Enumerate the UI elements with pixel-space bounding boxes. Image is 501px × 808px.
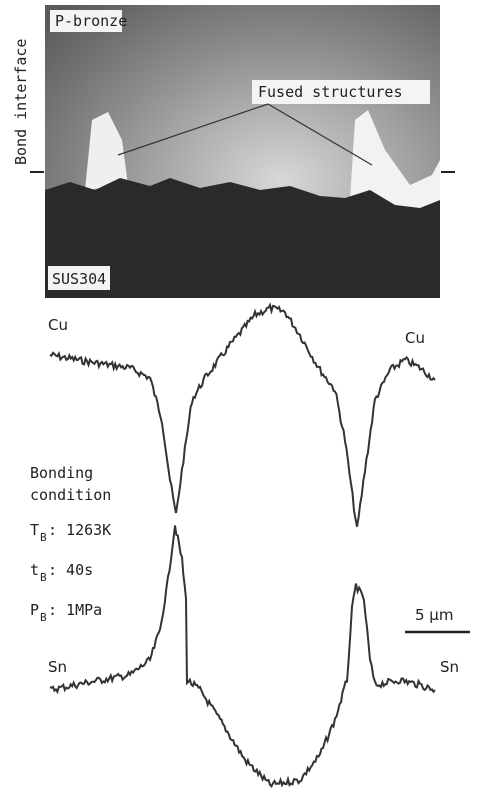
condition-subscript: B bbox=[40, 531, 47, 544]
annotation: Fused structures bbox=[258, 83, 403, 101]
condition-title: condition bbox=[30, 486, 111, 504]
label-box bbox=[48, 266, 110, 290]
fused-structure bbox=[350, 110, 440, 215]
condition-title: Bonding bbox=[30, 464, 93, 482]
arrow bbox=[117, 103, 269, 156]
condition-subscript: B bbox=[40, 611, 47, 624]
stainless-region bbox=[45, 178, 440, 298]
condition-value: : 1MPa bbox=[48, 601, 102, 619]
profile-label: Sn bbox=[48, 658, 67, 676]
fused-structure bbox=[85, 112, 128, 190]
sn-profile bbox=[49, 525, 436, 789]
profile-label: Sn bbox=[440, 658, 459, 676]
profile-label: Cu bbox=[48, 316, 68, 334]
profile-label: Cu bbox=[405, 329, 425, 347]
condition-symbol: P bbox=[30, 601, 39, 619]
cu-profile bbox=[49, 302, 436, 527]
top-label: P-bronze bbox=[55, 12, 127, 30]
condition-value: : 40s bbox=[48, 561, 93, 579]
condition-subscript: B bbox=[40, 571, 47, 584]
side-label: Bond interface bbox=[12, 39, 30, 165]
micrograph: P-bronze Fused structures SUS304 bbox=[45, 5, 440, 298]
condition-symbol: t bbox=[30, 561, 39, 579]
condition-value: : 1263K bbox=[48, 521, 111, 539]
condition-symbol: T bbox=[30, 521, 39, 539]
label-box bbox=[252, 80, 430, 104]
bottom-label: SUS304 bbox=[52, 270, 106, 288]
label-box bbox=[50, 10, 122, 32]
scale-label: 5 μm bbox=[415, 606, 453, 624]
arrow bbox=[267, 103, 373, 166]
